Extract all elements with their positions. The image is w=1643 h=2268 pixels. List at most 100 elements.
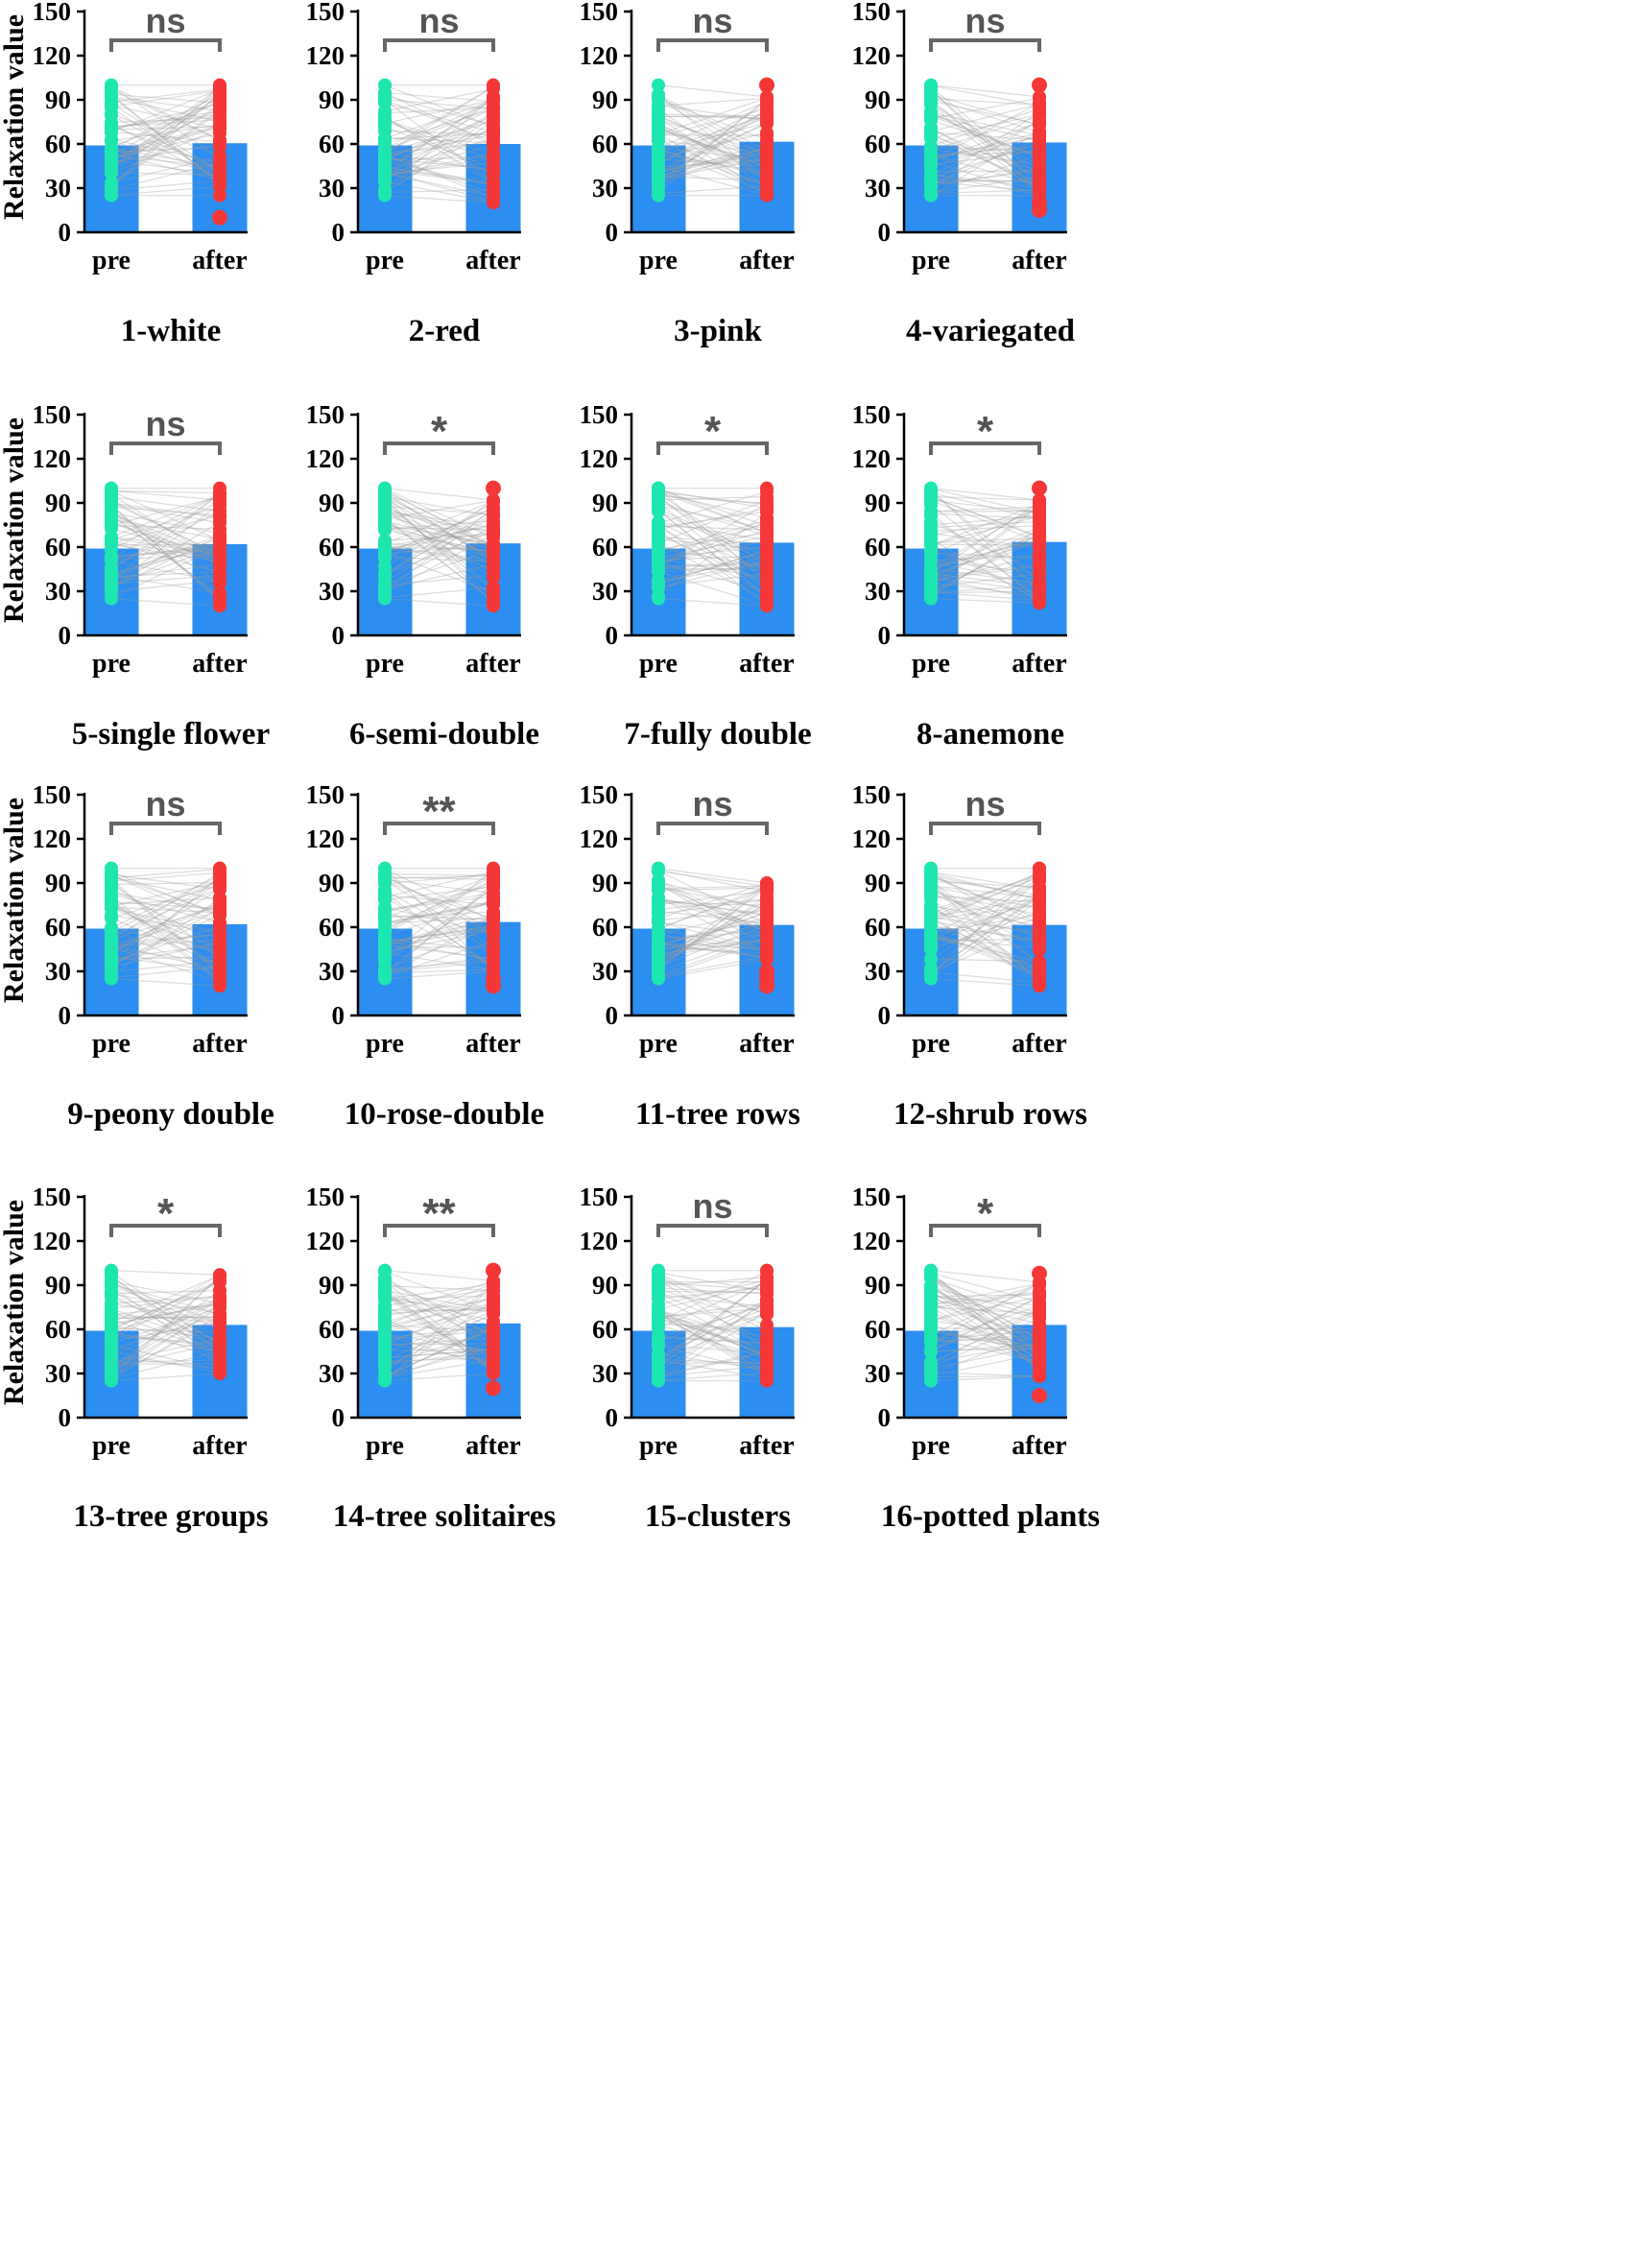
pair-line [930, 885, 1040, 910]
pair-line [930, 904, 1040, 987]
y-tick-label: 90 [319, 85, 345, 114]
pair-line [657, 937, 768, 976]
pre-point [924, 96, 938, 110]
pair-line [930, 874, 1040, 899]
y-tick-label: 90 [45, 869, 71, 897]
pair-line [384, 1300, 494, 1380]
pair-line [110, 871, 221, 917]
pair-line [384, 574, 494, 586]
pre-points [378, 78, 392, 203]
pair-line [657, 107, 768, 137]
pair-line [110, 1307, 221, 1373]
x-tick-label-after: after [1012, 246, 1067, 275]
pre-point [105, 579, 118, 593]
after-point [760, 566, 774, 581]
pair-line [384, 496, 494, 516]
pair-line [657, 529, 768, 564]
x-tick-label-after: after [465, 246, 521, 275]
pair-line [930, 1331, 1040, 1350]
pair-line [930, 1306, 1040, 1315]
pair-line [384, 490, 494, 545]
y-tick-label: 60 [319, 533, 345, 561]
pair-line [657, 550, 768, 585]
pair-line [657, 1272, 768, 1293]
pair-line [110, 96, 221, 112]
pair-line [384, 1341, 494, 1379]
pair-line [930, 598, 1040, 604]
pair-line [384, 129, 494, 165]
panel-4: 0 30 60 90 120 150 pre after ns 4-variegated [852, 0, 1075, 348]
pair-line [110, 1289, 221, 1295]
y-tick-label: 60 [865, 913, 891, 942]
pair-line [930, 496, 1040, 537]
pair-line [110, 579, 221, 593]
pair-line [657, 881, 768, 938]
pair-line [657, 1311, 768, 1381]
pre-points [924, 481, 938, 606]
pair-line [930, 896, 1040, 919]
pair-line [384, 1271, 494, 1312]
pair-line [384, 1303, 494, 1345]
after-point [213, 935, 226, 949]
pre-points [652, 1263, 665, 1388]
pair-line [657, 1277, 768, 1332]
pair-line [657, 1307, 768, 1318]
pair-line [657, 1312, 768, 1364]
pair-line [930, 883, 1040, 984]
pre-point [378, 144, 392, 158]
pair-line [384, 1293, 494, 1371]
pair-line [930, 515, 1040, 546]
pair-line [384, 876, 494, 880]
significance-bracket [656, 822, 769, 835]
pair-line [384, 156, 494, 178]
pair-line [657, 556, 768, 581]
pair-line [657, 1304, 768, 1338]
x-tick-label-after: after [1012, 1029, 1067, 1059]
pair-line [930, 119, 1040, 157]
pair-line [930, 919, 1040, 972]
pair-line [384, 1277, 494, 1338]
pair-line [110, 1332, 221, 1349]
after-point [1033, 921, 1046, 936]
after-point [487, 189, 500, 203]
pair-line [930, 520, 1040, 529]
pair-line [110, 103, 221, 131]
pre-point [652, 969, 665, 984]
pair-line [384, 868, 494, 972]
pair-line [110, 88, 221, 103]
pair-line [930, 499, 1040, 542]
pre-point [378, 78, 392, 92]
pair-line [110, 505, 221, 602]
pair-line [930, 1327, 1040, 1329]
pair-line [384, 488, 494, 501]
pair-line [384, 1289, 494, 1372]
pair-line [930, 131, 1040, 197]
pair-line [930, 871, 1040, 919]
pair-line [657, 122, 768, 176]
pre-point [924, 866, 938, 880]
pair-line [657, 124, 768, 178]
pair-line [110, 125, 221, 157]
after-point [213, 872, 226, 887]
y-tick-label: 0 [332, 218, 345, 247]
pre-point [105, 911, 118, 925]
pair-line [110, 966, 221, 979]
pair-line [110, 1270, 221, 1276]
pre-point [924, 175, 938, 189]
pair-line [110, 1284, 221, 1330]
pair-line [930, 910, 1040, 937]
after-point [760, 1355, 774, 1370]
pre-point [105, 132, 118, 147]
pair-line [657, 1278, 768, 1369]
pair-line [930, 510, 1040, 513]
pair-line [384, 925, 494, 943]
after-point [1033, 901, 1046, 916]
significance-bracket [383, 38, 495, 52]
pre-point [652, 515, 665, 530]
pair-line [657, 97, 768, 135]
pair-line [657, 870, 768, 925]
pair-line [657, 920, 768, 951]
after-point [213, 88, 226, 103]
pair-line [930, 506, 1040, 513]
after-point [213, 924, 226, 939]
